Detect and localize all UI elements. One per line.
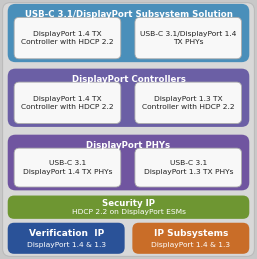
FancyBboxPatch shape (14, 82, 121, 124)
FancyBboxPatch shape (8, 223, 125, 254)
Text: DisplayPort 1.3 TX
Controller with HDCP 2.2: DisplayPort 1.3 TX Controller with HDCP … (142, 96, 235, 110)
FancyBboxPatch shape (14, 148, 121, 187)
FancyBboxPatch shape (8, 135, 249, 190)
FancyBboxPatch shape (8, 69, 249, 127)
FancyBboxPatch shape (8, 4, 249, 62)
Text: DisplayPort 1.4 & 1.3: DisplayPort 1.4 & 1.3 (151, 242, 230, 248)
FancyBboxPatch shape (14, 17, 121, 59)
Text: USB-C 3.1/DisplayPort Subsystem Solution: USB-C 3.1/DisplayPort Subsystem Solution (25, 10, 232, 19)
Text: USB-C 3.1/DisplayPort 1.4
TX PHYs: USB-C 3.1/DisplayPort 1.4 TX PHYs (140, 31, 236, 45)
FancyBboxPatch shape (135, 148, 242, 187)
Text: Security IP: Security IP (102, 198, 155, 207)
Text: HDCP 2.2 on DisplayPort ESMs: HDCP 2.2 on DisplayPort ESMs (71, 209, 186, 215)
Text: DisplayPort 1.4 TX
Controller with HDCP 2.2: DisplayPort 1.4 TX Controller with HDCP … (21, 31, 114, 45)
FancyBboxPatch shape (8, 196, 249, 219)
Text: DisplayPort Controllers: DisplayPort Controllers (71, 75, 186, 84)
Text: Verification  IP: Verification IP (29, 229, 104, 238)
Text: USB-C 3.1
DisplayPort 1.3 TX PHYs: USB-C 3.1 DisplayPort 1.3 TX PHYs (143, 160, 233, 175)
Text: USB-C 3.1
DisplayPort 1.4 TX PHYs: USB-C 3.1 DisplayPort 1.4 TX PHYs (23, 160, 112, 175)
FancyBboxPatch shape (135, 82, 242, 124)
Text: DisplayPort PHYs: DisplayPort PHYs (86, 141, 171, 150)
Text: DisplayPort 1.4 & 1.3: DisplayPort 1.4 & 1.3 (27, 242, 106, 248)
Text: DisplayPort 1.4 TX
Controller with HDCP 2.2: DisplayPort 1.4 TX Controller with HDCP … (21, 96, 114, 110)
FancyBboxPatch shape (135, 17, 242, 59)
Text: IP Subsystems: IP Subsystems (154, 229, 228, 238)
FancyBboxPatch shape (132, 223, 249, 254)
FancyBboxPatch shape (3, 3, 254, 256)
